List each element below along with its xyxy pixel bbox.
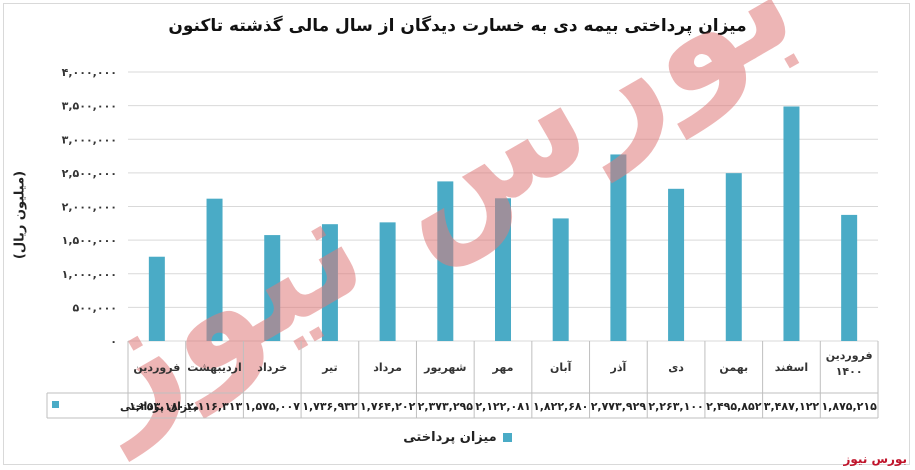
x-tick-label: فروردین: [133, 361, 180, 374]
y-tick-label: ۵۰۰,۰۰۰: [73, 301, 117, 314]
data-label: ۲,۱۱۶,۳۱۳: [187, 400, 243, 413]
legend-swatch: [502, 433, 512, 442]
x-tick-label: بهمن: [719, 361, 748, 374]
table-legend-key: [52, 401, 59, 408]
x-tick-label: اردیبهشت: [187, 361, 241, 374]
chart-title: میزان پرداختی بیمه دی به خسارت دیدگان از…: [168, 16, 747, 36]
x-tick-label: دی: [668, 361, 684, 374]
bar: [437, 181, 454, 341]
bar: [321, 224, 338, 341]
y-tick-label: ۱,۰۰۰,۰۰۰: [62, 268, 117, 281]
data-label: ۲,۱۲۲,۰۸۱: [475, 400, 530, 413]
data-label: ۲,۳۷۳,۲۹۵: [418, 400, 474, 413]
x-tick-label: شهریور: [423, 361, 466, 374]
x-tick-label: آبان: [550, 360, 572, 374]
data-label: ۲,۲۶۳,۱۰۰: [648, 400, 703, 413]
bar: [206, 198, 223, 341]
data-table: فروردین اردیبهشت خرداد تیر مرداد شهریور مهر آبا…: [46, 341, 879, 419]
data-label: ۳,۴۸۷,۱۲۲: [764, 400, 820, 413]
bar: [783, 106, 800, 341]
y-tick-label: ۳,۵۰۰,۰۰۰: [62, 100, 117, 113]
x-tick-label: فروردین ۱۴۰۰: [826, 349, 873, 378]
y-tick-label: ۱,۵۰۰,۰۰۰: [62, 234, 117, 247]
x-tick-label: تیر: [321, 361, 337, 374]
bar: [495, 198, 511, 341]
y-tick-label: ۲,۵۰۰,۰۰۰: [62, 167, 117, 180]
brand-label: بورس نیوز: [843, 452, 907, 466]
bar: [552, 218, 569, 341]
x-tick-label: مرداد: [373, 361, 402, 374]
data-label: ۲,۴۹۵,۸۵۲: [706, 400, 762, 413]
legend-label: میزان پرداختی: [403, 430, 497, 445]
table-series-label: میزان پرداختی: [120, 400, 199, 413]
y-tick-label: ۳,۰۰۰,۰۰۰: [62, 133, 117, 146]
bar: [264, 235, 281, 341]
legend: میزان پرداختی: [0, 430, 915, 445]
bar-series: [148, 106, 858, 341]
y-tick-labels: ۰ ۵۰۰,۰۰۰ ۱,۰۰۰,۰۰۰ ۱,۵۰۰,۰۰۰ ۲,۰۰۰,۰۰۰ ۲,۵۰۰…: [62, 66, 117, 348]
bar: [379, 222, 396, 341]
x-tick-label: مهر: [492, 361, 514, 374]
x-tick-label: آذر: [610, 360, 627, 374]
bar: [148, 256, 165, 341]
data-label: ۱,۸۲۲,۶۸۰: [533, 400, 588, 413]
bar: [610, 154, 627, 341]
data-label: ۱,۵۷۵,۰۰۷: [245, 400, 301, 413]
data-label: ۱,۲۵۳,۱۸۰: [129, 400, 184, 413]
bar: [725, 173, 742, 341]
bar: [841, 214, 858, 341]
y-tick-label: ۴,۰۰۰,۰۰۰: [62, 66, 117, 79]
x-tick-label: خرداد: [257, 361, 287, 374]
data-label: ۱,۷۶۴,۲۰۲: [360, 400, 416, 413]
x-tick-label: اسفند: [775, 361, 808, 374]
y-tick-label: ۰: [110, 335, 117, 348]
chart-frame: [3, 3, 910, 465]
data-label: ۱,۷۳۶,۹۳۲: [302, 400, 358, 413]
bar: [668, 188, 685, 341]
y-tick-label: ۲,۰۰۰,۰۰۰: [62, 201, 117, 214]
data-label: ۱,۸۷۵,۲۱۵: [821, 400, 877, 413]
data-label: ۲,۷۷۳,۹۲۹: [591, 400, 647, 413]
